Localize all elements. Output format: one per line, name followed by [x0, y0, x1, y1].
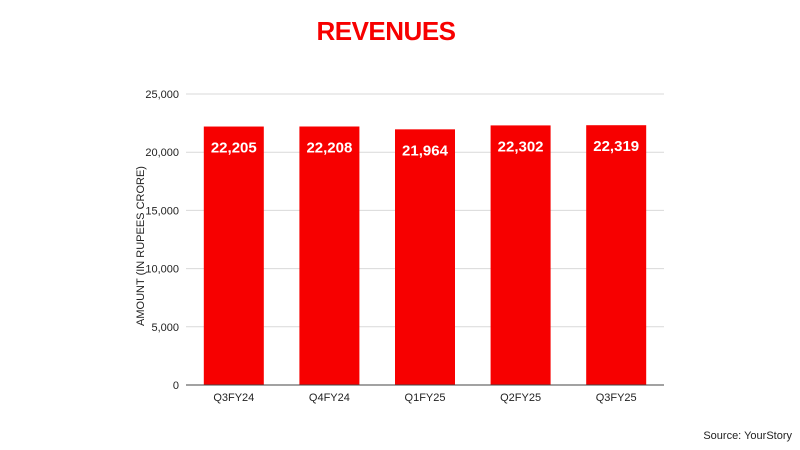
y-tick-label: 5,000	[151, 322, 179, 334]
source-note: Source: YourStory	[703, 430, 792, 442]
y-tick-label: 10,000	[145, 264, 179, 276]
bar	[490, 125, 551, 385]
bars: 22,205 22,208 21,964 22,302 22,319	[203, 125, 647, 386]
bar-value-label: 22,205	[211, 140, 257, 157]
bar-value-label: 22,208	[306, 139, 352, 156]
bar	[586, 125, 647, 385]
chart-title: REVENUES	[316, 16, 455, 46]
y-tick-label: 20,000	[145, 147, 179, 159]
x-tick-label: Q1FY25	[405, 392, 446, 404]
x-axis-ticks: Q3FY24 Q4FY24 Q1FY25 Q2FY25 Q3FY25	[213, 392, 636, 404]
y-tick-label: 15,000	[145, 205, 179, 217]
y-tick-label: 0	[173, 380, 179, 392]
y-axis-ticks: 0 5,000 10,000 15,000 20,000 25,000	[145, 89, 179, 392]
x-tick-label: Q3FY25	[596, 392, 637, 404]
x-tick-label: Q3FY24	[213, 392, 254, 404]
bar-value-label: 22,319	[593, 138, 639, 155]
y-axis-title: AMOUNT (IN RUPEES CRORE)	[135, 166, 147, 326]
y-tick-label: 25,000	[145, 89, 179, 101]
bar-value-label: 22,302	[498, 138, 544, 155]
bar	[203, 126, 264, 385]
bar-value-label: 21,964	[402, 142, 449, 159]
x-tick-label: Q2FY25	[500, 392, 541, 404]
bar	[299, 126, 360, 386]
bar	[395, 129, 455, 385]
x-tick-label: Q4FY24	[309, 392, 350, 404]
